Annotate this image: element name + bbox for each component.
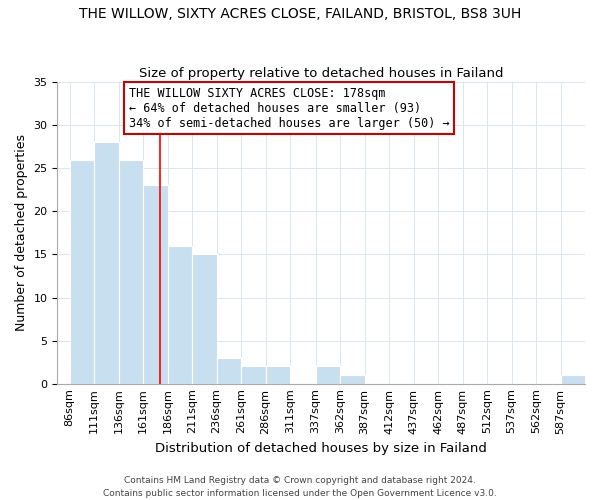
- Text: THE WILLOW, SIXTY ACRES CLOSE, FAILAND, BRISTOL, BS8 3UH: THE WILLOW, SIXTY ACRES CLOSE, FAILAND, …: [79, 8, 521, 22]
- Text: Contains HM Land Registry data © Crown copyright and database right 2024.
Contai: Contains HM Land Registry data © Crown c…: [103, 476, 497, 498]
- Bar: [143, 186, 167, 384]
- Bar: [70, 160, 94, 384]
- Bar: [167, 246, 192, 384]
- X-axis label: Distribution of detached houses by size in Failand: Distribution of detached houses by size …: [155, 442, 487, 455]
- Bar: [192, 254, 217, 384]
- Bar: [560, 375, 585, 384]
- Bar: [217, 358, 241, 384]
- Bar: [94, 142, 119, 384]
- Bar: [119, 160, 143, 384]
- Text: THE WILLOW SIXTY ACRES CLOSE: 178sqm
← 64% of detached houses are smaller (93)
3: THE WILLOW SIXTY ACRES CLOSE: 178sqm ← 6…: [128, 86, 449, 130]
- Bar: [316, 366, 340, 384]
- Title: Size of property relative to detached houses in Failand: Size of property relative to detached ho…: [139, 66, 503, 80]
- Y-axis label: Number of detached properties: Number of detached properties: [15, 134, 28, 332]
- Bar: [266, 366, 290, 384]
- Bar: [241, 366, 266, 384]
- Bar: [340, 375, 365, 384]
